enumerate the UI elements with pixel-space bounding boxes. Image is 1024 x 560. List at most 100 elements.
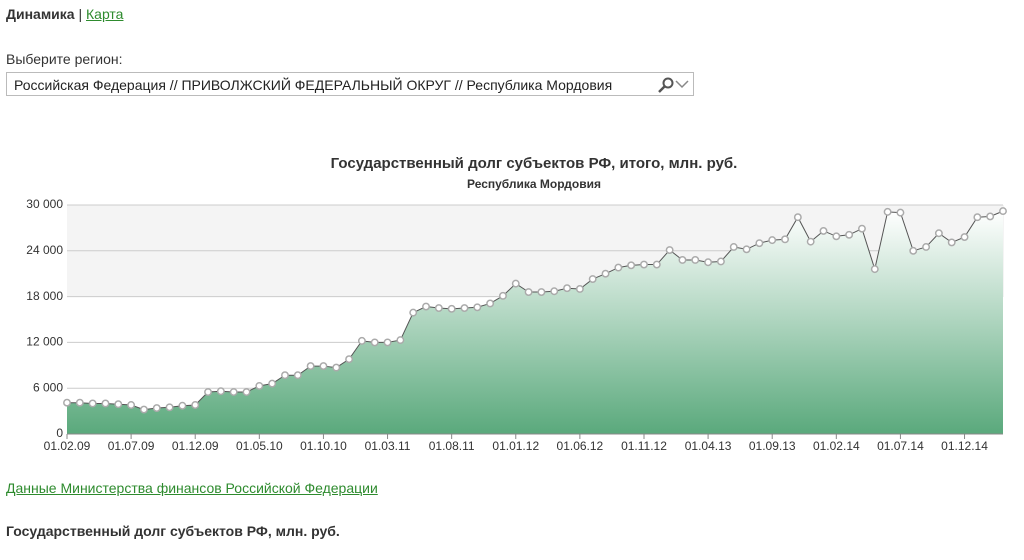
point <box>755 239 764 248</box>
point <box>704 258 713 267</box>
point <box>986 212 995 221</box>
x-tick-label: 01.01.12 <box>492 439 539 453</box>
region-value: Российская Федерация // ПРИВОЛЖСКИЙ ФЕДЕ… <box>14 77 613 93</box>
x-tick-label: 01.09.13 <box>749 439 796 453</box>
point <box>575 285 584 293</box>
point <box>152 404 161 412</box>
point <box>716 257 725 266</box>
y-tick-label: 0 <box>56 426 63 440</box>
point <box>268 379 277 388</box>
x-tick-label: 01.11.12 <box>621 439 667 453</box>
point <box>627 261 636 270</box>
point <box>127 401 136 409</box>
point <box>691 256 700 264</box>
point <box>652 260 661 269</box>
point <box>537 288 546 296</box>
x-tick-label: 01.02.14 <box>813 439 860 453</box>
x-tick-label: 01.08.11 <box>429 439 475 453</box>
point <box>922 243 931 251</box>
y-tick-label: 12 000 <box>26 335 63 349</box>
point <box>191 401 200 409</box>
y-tick-label: 18 000 <box>26 289 63 303</box>
point <box>524 288 533 296</box>
point <box>729 243 738 251</box>
point <box>383 338 392 347</box>
point <box>678 256 687 264</box>
point <box>114 400 123 409</box>
point <box>319 362 328 371</box>
point <box>588 275 597 283</box>
point <box>947 238 956 247</box>
point <box>281 371 289 380</box>
point <box>293 371 302 380</box>
point <box>473 303 482 312</box>
point <box>832 232 841 241</box>
point <box>357 336 366 345</box>
point <box>63 398 71 407</box>
point <box>178 401 187 410</box>
x-tick-label: 01.02.09 <box>44 439 91 453</box>
chart: Государственный долг субъектов РФ, итого… <box>26 155 1007 453</box>
y-tick-label: 6 000 <box>33 380 63 394</box>
point <box>422 302 430 311</box>
point <box>845 230 854 239</box>
point <box>614 263 623 272</box>
point <box>447 304 456 313</box>
region-select[interactable]: Российская Федерация // ПРИВОЛЖСКИЙ ФЕДЕ… <box>6 72 694 96</box>
point <box>345 355 354 364</box>
point <box>563 284 572 293</box>
point <box>409 308 418 317</box>
point <box>88 399 97 408</box>
x-tick-label: 01.12.14 <box>941 439 988 453</box>
point <box>229 388 238 396</box>
x-tick-label: 01.06.12 <box>557 439 604 453</box>
point <box>255 381 264 390</box>
point <box>486 299 495 308</box>
point <box>460 304 469 313</box>
y-tick-label: 30 000 <box>26 197 63 211</box>
point <box>75 398 84 407</box>
point <box>242 388 251 396</box>
point <box>434 304 443 313</box>
point <box>768 236 777 245</box>
point <box>165 403 174 412</box>
point <box>601 269 610 278</box>
point <box>640 260 648 269</box>
x-tick-label: 01.03.11 <box>365 439 411 453</box>
point <box>370 338 379 347</box>
point <box>139 405 148 414</box>
point <box>934 229 943 238</box>
point <box>665 246 674 254</box>
point <box>806 237 815 246</box>
region-label: Выберите регион: <box>6 51 123 67</box>
chart-title: Государственный долг субъектов РФ, итого… <box>331 155 738 172</box>
x-tick-label: 01.07.14 <box>877 439 924 453</box>
point <box>550 287 559 296</box>
nav-separator: | <box>78 6 83 22</box>
point <box>793 213 802 222</box>
section-title: Государственный долг субъектов РФ, млн. … <box>6 523 340 539</box>
x-tick-label: 01.12.09 <box>172 439 219 453</box>
point <box>858 224 866 233</box>
select-icons <box>658 77 689 93</box>
nav-link[interactable]: Карта <box>86 6 124 22</box>
point <box>306 362 315 371</box>
point <box>332 363 341 372</box>
nav-active: Динамика <box>6 6 75 22</box>
chart-subtitle: Республика Мордовия <box>467 177 601 191</box>
x-tick-label: 01.04.13 <box>685 439 732 453</box>
point <box>973 213 982 222</box>
point <box>742 245 751 254</box>
point <box>909 246 918 255</box>
x-tick-label: 01.05.10 <box>236 439 283 453</box>
point <box>216 387 225 396</box>
point <box>781 235 789 244</box>
point <box>870 265 879 274</box>
point <box>396 336 405 345</box>
point <box>819 227 828 235</box>
source-link[interactable]: Данные Министерства финансов Российской … <box>6 480 378 496</box>
point <box>101 399 110 408</box>
x-tick-label: 01.07.09 <box>108 439 155 453</box>
x-tick-label: 01.10.10 <box>300 439 347 453</box>
